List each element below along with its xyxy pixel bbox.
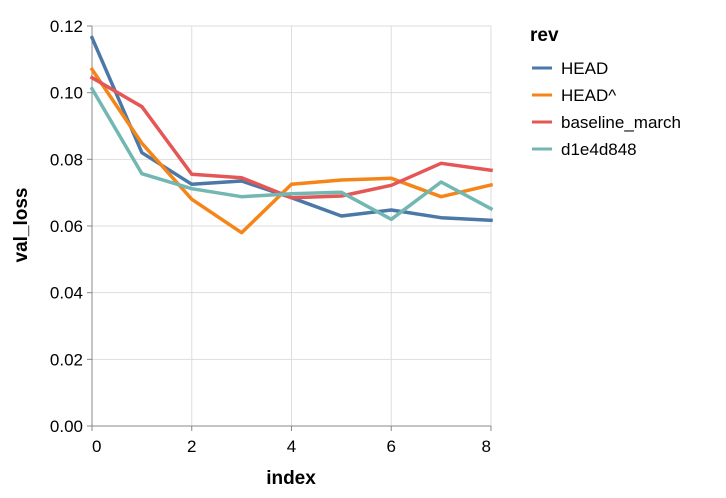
x-tick-label: 4 [287, 437, 296, 456]
series-line-baseline-march [89, 75, 493, 200]
legend-label: d1e4d848 [561, 140, 637, 159]
y-tick-label: 0.10 [50, 84, 83, 103]
y-tick-label: 0.06 [50, 217, 83, 236]
y-tick-label: 0.00 [50, 417, 83, 436]
y-axis-title: val_loss [11, 188, 32, 263]
y-tick-label: 0.02 [50, 350, 83, 369]
legend: rev HEAD HEAD^ baseline_march d1e4d848 [530, 25, 681, 159]
axes: 0 2 4 6 8 0.00 0.02 0.04 0.06 0.08 0.10 0.12 [50, 17, 492, 456]
x-tick-label: 2 [187, 437, 196, 456]
y-tick-label: 0.04 [50, 284, 83, 303]
series-line-d1e4d848 [89, 86, 494, 222]
grid [91, 25, 492, 427]
legend-label: baseline_march [561, 113, 681, 132]
series-line-head- [89, 66, 494, 235]
legend-label: HEAD [561, 59, 608, 78]
x-tick-label: 6 [387, 437, 396, 456]
x-tick-label: 0 [92, 437, 101, 456]
series-lines [89, 35, 494, 235]
legend-label: HEAD^ [561, 86, 616, 105]
y-tick-label: 0.12 [50, 17, 83, 36]
y-tick-label: 0.08 [50, 150, 83, 169]
x-axis-title: index [266, 468, 316, 489]
x-tick-label: 8 [482, 437, 491, 456]
legend-title: rev [530, 25, 559, 46]
